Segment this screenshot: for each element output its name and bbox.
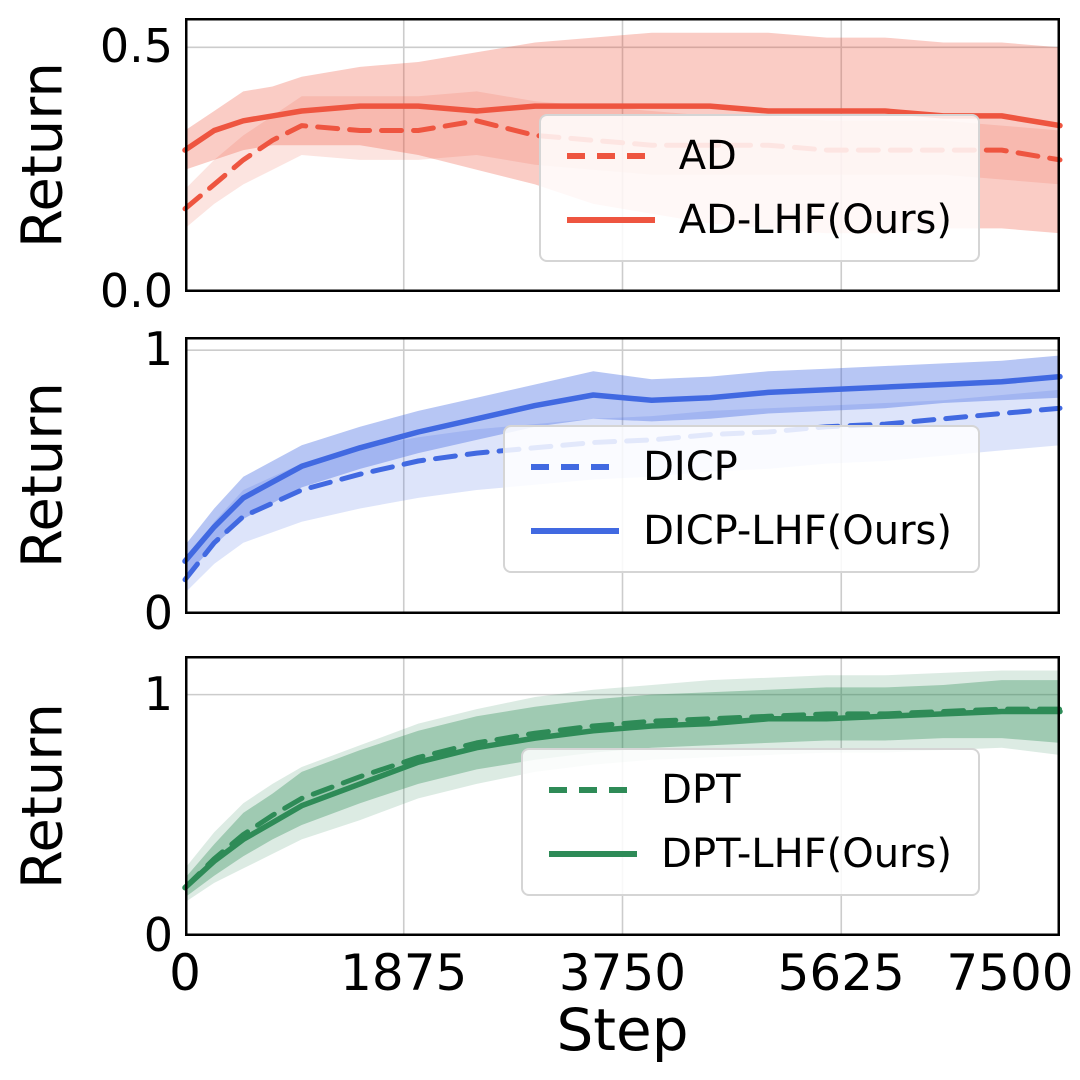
y-tick-label: 1 bbox=[143, 322, 173, 377]
legend-label: DPT bbox=[661, 767, 741, 813]
x-tick-label: 7500 bbox=[946, 944, 1074, 1002]
y-axis-label-dicp: Return bbox=[10, 382, 76, 569]
series-line-DPT-LHF(Ours) bbox=[182, 708, 1063, 891]
axes-spines bbox=[185, 337, 1060, 614]
y-tick-label: 0 bbox=[143, 585, 173, 640]
legend-item-dicp-lhf(ours): DICP-LHF(Ours) bbox=[531, 507, 952, 555]
legend-ad: AD AD-LHF(Ours) bbox=[538, 114, 980, 262]
legend-dashed-line-swatch bbox=[549, 787, 638, 793]
confidence-band-DPT-LHF(Ours) bbox=[185, 680, 1060, 898]
legend-dicp: DICP DICP-LHF(Ours) bbox=[503, 425, 980, 573]
x-tick-label: 5625 bbox=[777, 944, 905, 1002]
legend-label: DICP bbox=[643, 444, 738, 490]
plot-canvas-dpt bbox=[182, 656, 1063, 936]
legend-item-dicp: DICP bbox=[531, 443, 952, 491]
x-tick-label: 0 bbox=[169, 944, 201, 1002]
legend-label: AD-LHF(Ours) bbox=[678, 197, 952, 243]
legend-dpt: DPT DPT-LHF(Ours) bbox=[521, 748, 980, 896]
axes-spines bbox=[185, 656, 1060, 936]
axes-spines bbox=[185, 18, 1060, 292]
series-line-AD-LHF(Ours) bbox=[182, 103, 1063, 153]
subplot-ad: 0.0 0.5 AD AD-LHF(Ours) bbox=[100, 18, 1063, 318]
legend-item-dpt: DPT bbox=[549, 766, 952, 814]
legend-solid-line-swatch bbox=[531, 528, 620, 534]
y-tick-label: 0 bbox=[143, 907, 173, 962]
series-line-DICP-LHF(Ours) bbox=[182, 373, 1063, 564]
legend-label: DICP-LHF(Ours) bbox=[643, 508, 952, 554]
y-tick-label: 0.5 bbox=[99, 19, 173, 74]
legend-item-ad-lhf(ours): AD-LHF(Ours) bbox=[566, 196, 952, 244]
legend-item-dpt-lhf(ours): DPT-LHF(Ours) bbox=[549, 830, 952, 878]
legend-label: DPT-LHF(Ours) bbox=[661, 831, 952, 877]
legend-label: AD bbox=[678, 133, 737, 179]
y-tick-label: 0.0 bbox=[99, 263, 173, 318]
subplot-dicp: 0 1 DICP DICP-LHF(Ours) bbox=[144, 322, 1063, 640]
x-tick-label: 1875 bbox=[340, 944, 468, 1002]
x-axis-label: Step bbox=[556, 996, 689, 1064]
legend-dashed-line-swatch bbox=[531, 464, 620, 470]
y-tick-label: 1 bbox=[143, 666, 173, 721]
confidence-band-DPT bbox=[185, 670, 1060, 903]
legend-solid-line-swatch bbox=[566, 217, 655, 223]
legend-dashed-line-swatch bbox=[566, 153, 655, 159]
x-tick-label: 3750 bbox=[558, 944, 687, 1002]
legend-solid-line-swatch bbox=[549, 851, 638, 857]
subplot-dpt: 0 1 0 1875 3750 5625 7500 DPT DPT-LHF(Ours) bbox=[144, 656, 1074, 1002]
legend-item-ad: AD bbox=[566, 132, 952, 180]
